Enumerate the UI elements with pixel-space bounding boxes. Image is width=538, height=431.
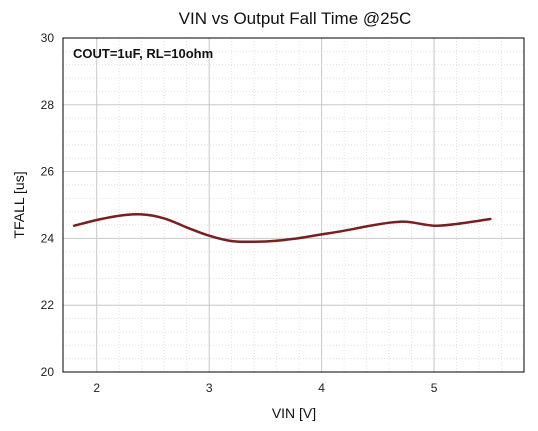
x-tick-label: 4: [318, 381, 325, 395]
series-line: [72, 213, 492, 244]
major-grid: [63, 38, 524, 372]
y-tick-label: 24: [41, 231, 55, 245]
y-tick-label: 30: [41, 31, 55, 45]
y-tick-label: 22: [41, 298, 55, 312]
x-tick-label: 3: [206, 381, 213, 395]
annotation: COUT=1uF, RL=10ohm: [73, 46, 213, 61]
minor-grid: [63, 38, 524, 372]
x-tick-label: 5: [431, 381, 438, 395]
y-axis-label: TFALL [us]: [11, 171, 27, 238]
x-tick-label: 2: [93, 381, 100, 395]
y-tick-label: 28: [41, 98, 55, 112]
plot-frame: [62, 37, 525, 373]
y-tick-label: 20: [41, 365, 55, 379]
y-tick-labels: 20 22 24 26 28 30: [41, 31, 55, 379]
y-tick-label: 26: [41, 165, 55, 179]
x-tick-labels: 2 3 4 5: [93, 381, 437, 395]
x-axis-label: VIN [V]: [272, 405, 316, 421]
series-lines: [72, 213, 492, 244]
chart-title: VIN vs Output Fall Time @25C: [179, 9, 412, 28]
